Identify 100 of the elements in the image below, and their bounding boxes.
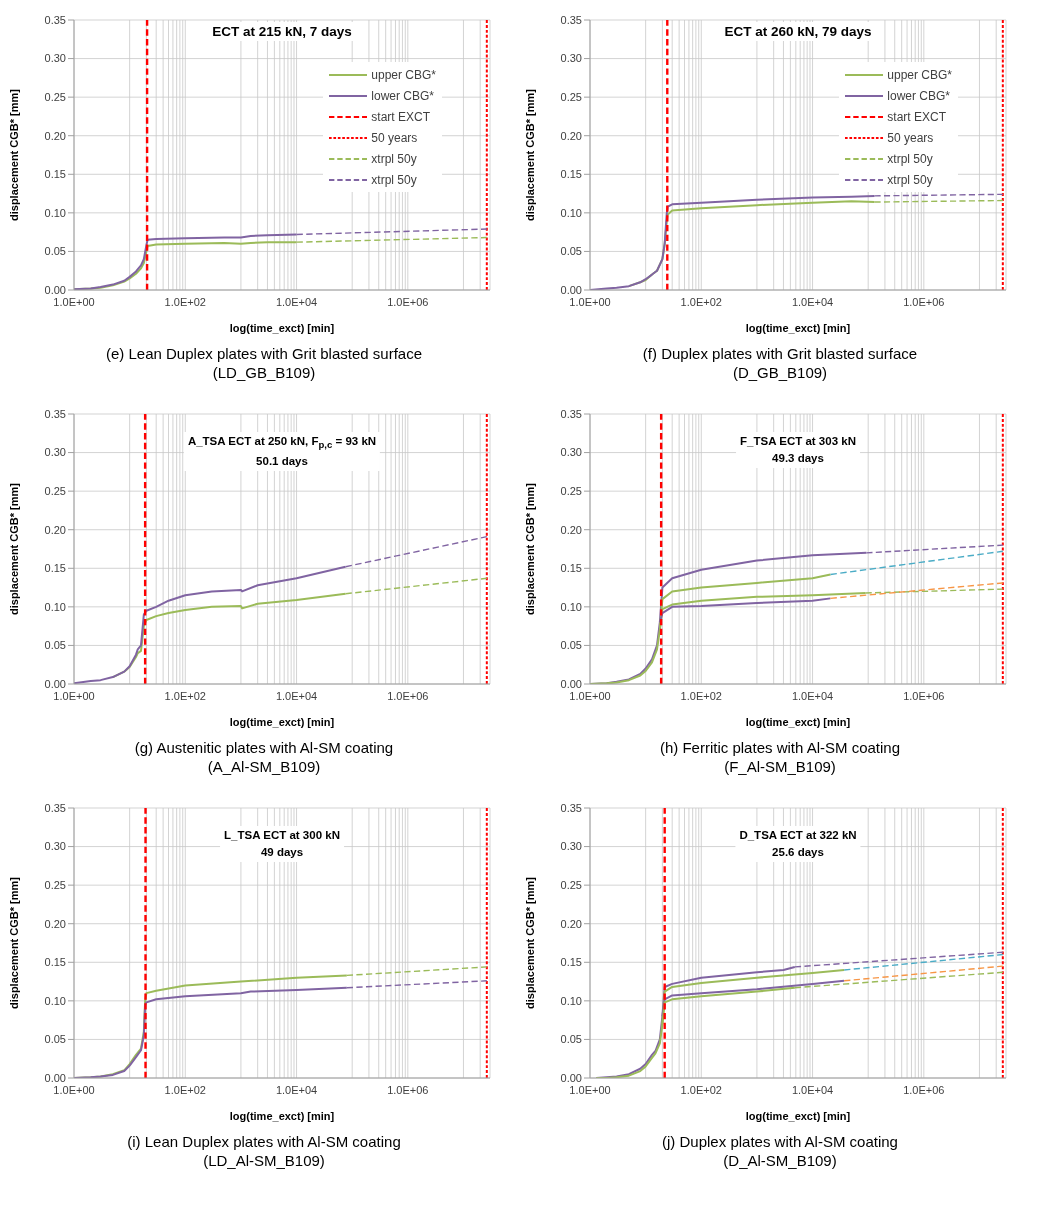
- y-tick-label: 0.15: [44, 168, 66, 181]
- text: (D_Al-SM_B109): [722, 1151, 838, 1170]
- y-tick-label: 0.35: [44, 801, 66, 814]
- legend-label: start EXCT: [887, 109, 946, 124]
- x-axis-title: log(time_exct) [min]: [229, 716, 335, 728]
- x-tick-label: 1.0E+00: [53, 295, 95, 308]
- x-tick-label: 1.0E+04: [275, 689, 318, 702]
- y-tick-label: 0.00: [560, 677, 582, 690]
- y-tick-label: 0.35: [560, 407, 582, 420]
- y-axis-title: displacement CGB* [mm]: [523, 876, 536, 1010]
- y-tick-label: 0.30: [560, 52, 582, 65]
- y-axis-title: displacement CGB* [mm]: [7, 876, 20, 1010]
- y-tick-label: 0.35: [44, 13, 66, 26]
- y-tick-label: 0.10: [44, 206, 66, 219]
- legend-label: xtrpl 50y: [887, 151, 933, 166]
- x-axis-title: log(time_exct) [min]: [745, 322, 851, 334]
- x-tick-label: 1.0E+00: [53, 689, 95, 702]
- text: A_TSA ECT at 250 kN, F$_{p,c}$ = 93 kN: [187, 434, 377, 453]
- x-tick-label: 1.0E+06: [387, 295, 429, 308]
- y-tick-label: 0.30: [44, 840, 66, 853]
- y-tick-label: 0.05: [44, 245, 66, 258]
- y-axis-title: displacement CGB* [mm]: [7, 482, 20, 616]
- x-tick-label: 1.0E+06: [903, 1083, 945, 1096]
- legend-label: xtrpl 50y: [371, 151, 417, 166]
- text: (LD_Al-SM_B109): [202, 1151, 326, 1170]
- text: (h) Ferritic plates with Al-SM coating: [658, 738, 902, 757]
- x-tick-label: 1.0E+04: [791, 1083, 834, 1096]
- x-axis-title: log(time_exct) [min]: [745, 1110, 851, 1122]
- y-tick-label: 0.30: [44, 446, 66, 459]
- y-tick-label: 0.20: [44, 917, 66, 930]
- legend-label: start EXCT: [371, 109, 430, 124]
- x-axis-title: log(time_exct) [min]: [745, 716, 851, 728]
- y-tick-label: 0.10: [560, 994, 582, 1007]
- x-axis-title: log(time_exct) [min]: [229, 1110, 335, 1122]
- y-tick-label: 0.15: [560, 562, 582, 575]
- y-tick-label: 0.30: [560, 840, 582, 853]
- y-tick-label: 0.15: [560, 956, 582, 969]
- text: (j) Duplex plates with Al-SM coating: [661, 1132, 899, 1151]
- y-tick-label: 0.35: [44, 407, 66, 420]
- text: (e) Lean Duplex plates with Grit blasted surface: [105, 344, 423, 363]
- y-tick-label: 0.20: [560, 523, 582, 536]
- y-tick-label: 0.25: [560, 879, 582, 892]
- y-tick-label: 0.20: [44, 523, 66, 536]
- y-axis-title: displacement CGB* [mm]: [523, 88, 536, 222]
- y-tick-label: 0.20: [44, 129, 66, 142]
- legend-label: 50 years: [887, 130, 934, 145]
- x-tick-label: 1.0E+04: [791, 689, 834, 702]
- text: (f) Duplex plates with Grit blasted surface: [641, 344, 919, 363]
- text: 25.6 days: [771, 845, 825, 860]
- text: 50.1 days: [255, 454, 309, 470]
- x-tick-label: 1.0E+04: [275, 295, 318, 308]
- y-axis-title: displacement CGB* [mm]: [7, 88, 20, 222]
- text: (F_Al-SM_B109): [723, 757, 837, 776]
- y-tick-label: 0.05: [44, 639, 66, 652]
- y-tick-label: 0.05: [44, 1033, 66, 1046]
- x-tick-label: 1.0E+04: [275, 1083, 318, 1096]
- text: (i) Lean Duplex plates with Al-SM coating: [126, 1132, 402, 1151]
- legend-label: upper CBG*: [371, 67, 436, 82]
- x-tick-label: 1.0E+02: [680, 1083, 722, 1096]
- x-axis-title: log(time_exct) [min]: [229, 322, 335, 334]
- y-tick-label: 0.35: [560, 801, 582, 814]
- y-tick-label: 0.15: [560, 168, 582, 181]
- y-tick-label: 0.25: [44, 91, 66, 104]
- text: F_TSA ECT at 303 kN: [740, 434, 856, 449]
- y-tick-label: 0.00: [560, 283, 582, 296]
- x-tick-label: 1.0E+06: [903, 295, 945, 308]
- y-tick-label: 0.15: [44, 562, 66, 575]
- text: D_TSA ECT at 322 kN: [739, 828, 857, 843]
- y-tick-label: 0.10: [560, 600, 582, 613]
- legend-label: lower CBG*: [371, 88, 434, 103]
- x-tick-label: 1.0E+06: [387, 689, 429, 702]
- y-tick-label: 0.05: [560, 1033, 582, 1046]
- y-tick-label: 0.15: [44, 956, 66, 969]
- x-tick-label: 1.0E+00: [53, 1083, 95, 1096]
- text: 49.3 days: [771, 451, 825, 466]
- x-tick-label: 1.0E+02: [164, 689, 206, 702]
- x-tick-label: 1.0E+04: [791, 295, 834, 308]
- y-tick-label: 0.00: [44, 283, 66, 296]
- legend-label: xtrpl 50y: [371, 172, 417, 187]
- text: L_TSA ECT at 300 kN: [224, 828, 340, 843]
- y-tick-label: 0.30: [44, 52, 66, 65]
- x-tick-label: 1.0E+06: [387, 1083, 429, 1096]
- text: (D_GB_B109): [731, 363, 829, 382]
- y-tick-label: 0.25: [560, 485, 582, 498]
- text: (g) Austenitic plates with Al-SM coating: [133, 738, 395, 757]
- text: (A_Al-SM_B109): [206, 757, 322, 776]
- legend-label: upper CBG*: [887, 67, 952, 82]
- chart-title: ECT at 215 kN, 7 days: [212, 23, 352, 40]
- legend-label: 50 years: [371, 130, 418, 145]
- x-tick-label: 1.0E+00: [569, 1083, 611, 1096]
- legend-label: lower CBG*: [887, 88, 950, 103]
- y-tick-label: 0.00: [44, 1071, 66, 1084]
- text: (LD_GB_B109): [211, 363, 317, 382]
- y-tick-label: 0.35: [560, 13, 582, 26]
- y-tick-label: 0.25: [44, 485, 66, 498]
- y-tick-label: 0.00: [44, 677, 66, 690]
- y-tick-label: 0.10: [560, 206, 582, 219]
- x-tick-label: 1.0E+02: [164, 295, 206, 308]
- x-tick-label: 1.0E+02: [680, 295, 722, 308]
- y-tick-label: 0.30: [560, 446, 582, 459]
